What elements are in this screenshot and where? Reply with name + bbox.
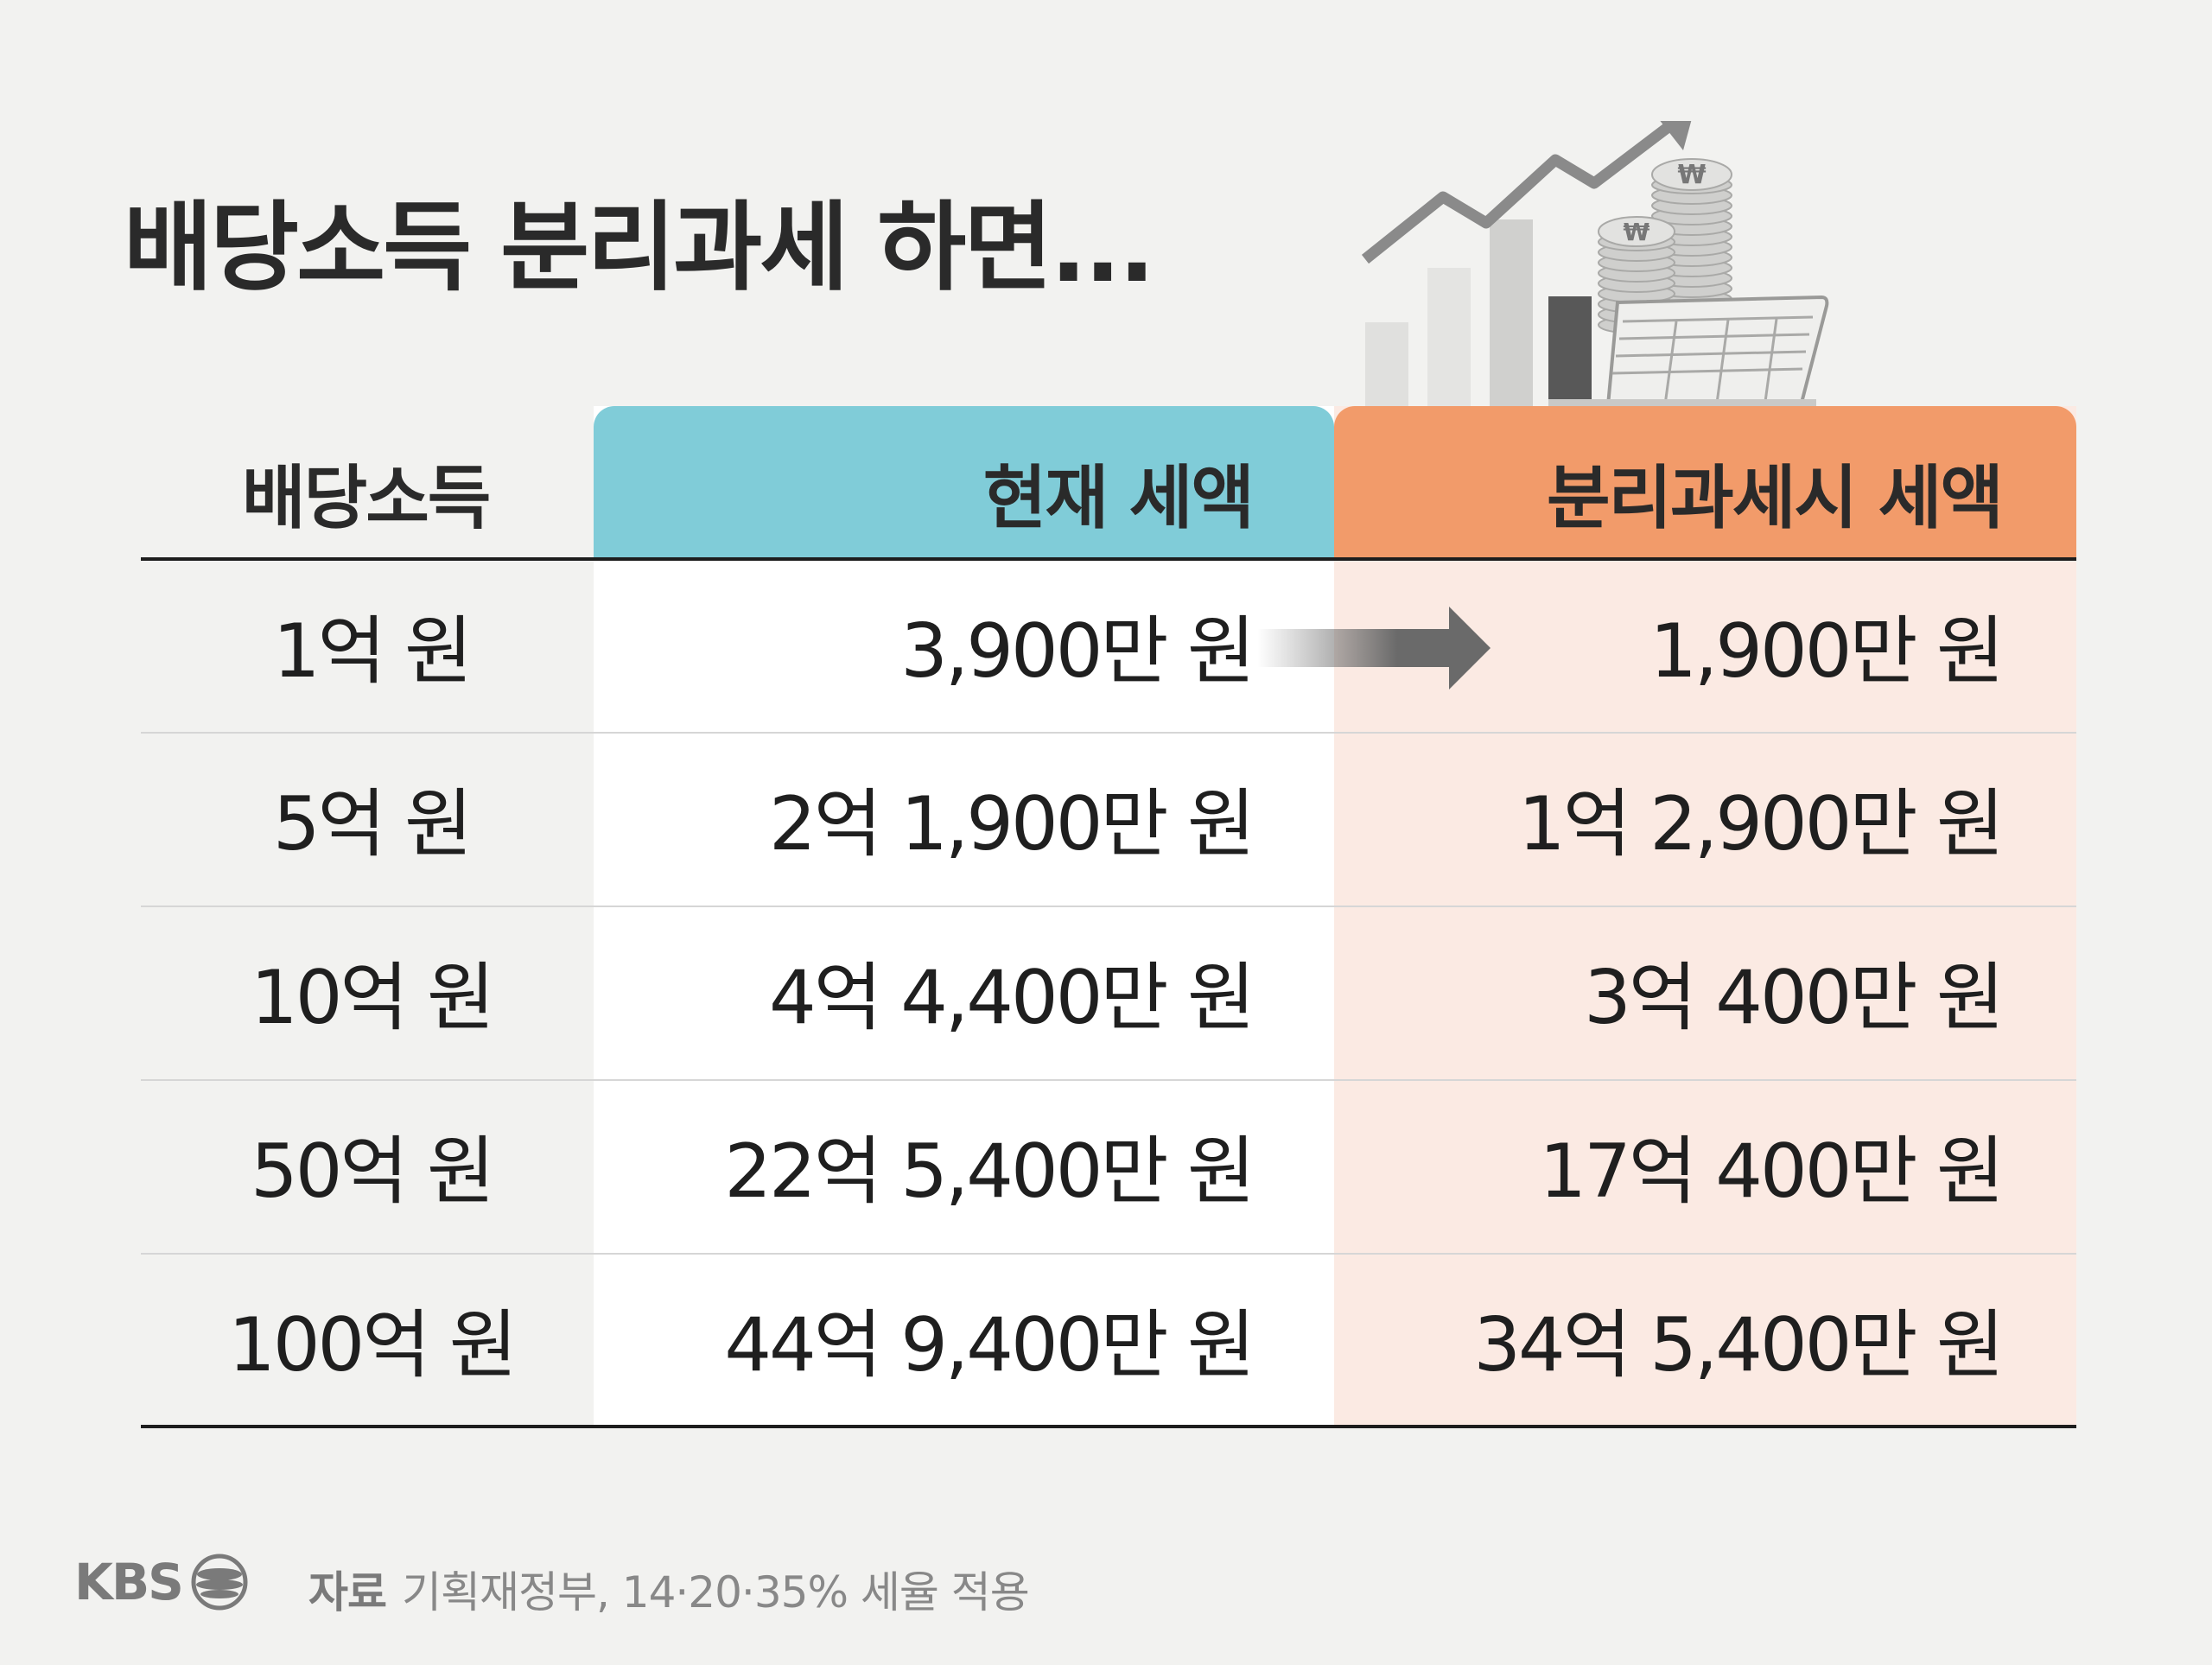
table-cell-current-tax: 3,900만 원 — [900, 608, 1255, 695]
arrow-right-icon — [1257, 607, 1491, 690]
column-header-separate-tax: 분리과세시 세액 — [1546, 458, 2004, 538]
table-cell-separate-tax: 3억 400만 원 — [1584, 955, 2005, 1041]
svg-text:₩: ₩ — [1677, 160, 1706, 190]
table-cell-current-tax: 22억 5,400만 원 — [724, 1128, 1255, 1215]
table-cell-separate-tax: 1,900만 원 — [1649, 608, 2005, 695]
row-divider — [141, 1253, 2076, 1255]
kbs-logo-text: KBS — [74, 1553, 184, 1611]
current-tax-column-background — [594, 406, 1334, 1428]
table-cell-separate-tax: 34억 5,400만 원 — [1473, 1302, 2005, 1389]
source-note: 자료 기획재정부, 14·20·35% 세율 적용 — [308, 1558, 1030, 1620]
table-cell-income: 10억 원 — [250, 955, 495, 1041]
table-cell-income: 1억 원 — [272, 608, 473, 695]
table-cell-separate-tax: 17억 400만 원 — [1539, 1128, 2005, 1215]
source-label: 자료 — [308, 1567, 387, 1617]
column-header-current-tax: 현재 세액 — [982, 458, 1255, 538]
column-header-income: 배당소득 — [242, 458, 491, 538]
growth-chart-coins-icon: ₩ ₩ — [1361, 121, 1829, 415]
separate-tax-column-background — [1334, 406, 2076, 1428]
table-cell-current-tax: 44억 9,400만 원 — [724, 1302, 1255, 1389]
row-divider — [141, 906, 2076, 907]
table-top-rule — [141, 557, 2076, 561]
table-cell-current-tax: 4억 4,400만 원 — [769, 955, 1255, 1041]
table-bottom-rule — [141, 1425, 2076, 1428]
table-cell-income: 50억 원 — [250, 1128, 495, 1215]
current-tax-header-background — [594, 406, 1334, 559]
kbs-emblem-icon — [191, 1554, 248, 1611]
kbs-logo: KBS — [74, 1553, 248, 1611]
source-text: 기획재정부, 14·20·35% 세율 적용 — [402, 1567, 1030, 1617]
row-divider — [141, 732, 2076, 734]
table-cell-income: 100억 원 — [228, 1302, 518, 1389]
row-divider — [141, 1079, 2076, 1081]
table-cell-separate-tax: 1억 2,900만 원 — [1518, 781, 2005, 867]
table-cell-income: 5억 원 — [272, 781, 473, 867]
svg-text:₩: ₩ — [1624, 218, 1650, 246]
separate-tax-header-background — [1334, 406, 2076, 559]
page-title: 배당소득 분리과세 하면... — [124, 192, 1155, 304]
table-cell-current-tax: 2억 1,900만 원 — [769, 781, 1255, 867]
